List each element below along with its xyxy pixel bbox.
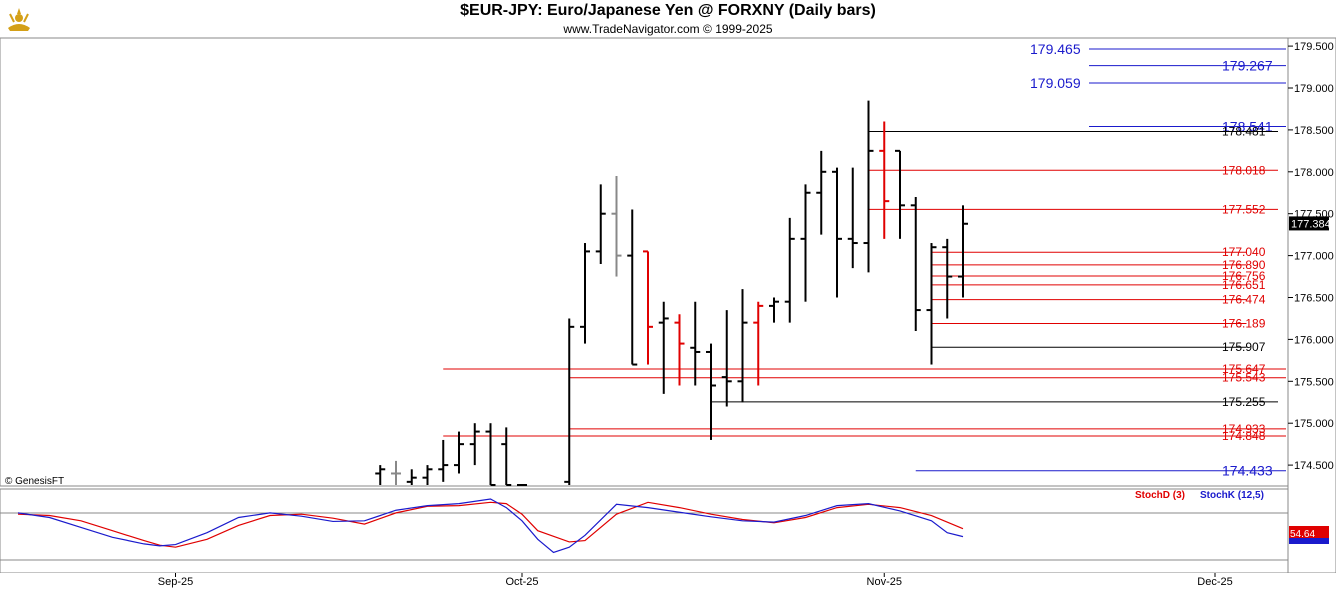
price-bar (643, 250, 653, 365)
level-label: 176.756 (1222, 269, 1266, 283)
last-price-label: 177.384 (1291, 218, 1331, 230)
price-bar (674, 314, 685, 386)
last-price-badge (1289, 216, 1329, 231)
price-bar (753, 301, 764, 386)
price-bar (627, 209, 638, 366)
stoch-last-badge-d (1289, 526, 1329, 538)
level-label: 178.541 (1222, 118, 1273, 134)
date-tick-label: Oct-25 (505, 576, 538, 588)
level-label: 174.848 (1222, 429, 1266, 443)
price-bar (769, 297, 779, 323)
price-bar (721, 310, 732, 407)
level-label: 176.474 (1222, 293, 1266, 307)
level-label: 177.552 (1222, 202, 1266, 216)
chart-title: $EUR-JPY: Euro/Japanese Yen @ FORXNY (Da… (460, 2, 876, 19)
price-tick-label: 178.000 (1294, 167, 1334, 179)
price-axis: 179.500179.000178.500178.000177.500177.0… (1288, 41, 1334, 472)
chart-subtitle: www.TradeNavigator.com © 1999-2025 (563, 22, 773, 36)
date-tick-label: Sep-25 (158, 576, 193, 588)
price-panel (0, 37, 1289, 487)
price-bar (658, 301, 669, 394)
level-label: 178.018 (1222, 163, 1266, 177)
level-label: 179.267 (1222, 58, 1273, 74)
price-bar (454, 431, 464, 474)
level-label: 174.933 (1222, 422, 1266, 436)
price-bar (863, 100, 874, 273)
price-bar (879, 121, 890, 239)
price-bar (832, 167, 842, 298)
price-tick-label: 177.000 (1294, 251, 1334, 263)
price-bar (438, 439, 449, 482)
level-label: 178.481 (1222, 124, 1266, 138)
chart-header: $EUR-JPY: Euro/Japanese Yen @ FORXNY (Da… (0, 0, 1336, 38)
price-tick-label: 179.500 (1294, 41, 1334, 53)
price-tick-label: 176.500 (1294, 293, 1334, 305)
price-tick-label: 179.000 (1294, 83, 1334, 95)
price-bar (595, 184, 606, 264)
price-bar (469, 423, 480, 466)
level-label: 175.647 (1222, 362, 1266, 376)
price-bar (816, 150, 827, 235)
chart-frame (0, 37, 1336, 574)
price-bar (485, 423, 496, 486)
stoch-d-legend: StochD (3) (1135, 490, 1185, 501)
price-bar (501, 427, 512, 486)
date-axis: Sep-25 Oct-25 Nov-25 Dec-25 (0, 573, 1336, 591)
price-tick-label: 175.500 (1294, 376, 1334, 388)
price-tick-label: 178.500 (1294, 125, 1334, 137)
stochastic-panel-frame (0, 488, 1289, 574)
price-bar (611, 175, 622, 277)
stoch-k-legend: StochK (12,5) (1200, 490, 1264, 501)
axis-panel (1287, 37, 1336, 574)
price-bars (375, 100, 968, 486)
level-label: 176.651 (1222, 278, 1266, 292)
price-bar (958, 205, 968, 298)
level-label: 175.255 (1222, 395, 1266, 409)
genesis-credit: © GenesisFT (5, 476, 64, 487)
level-label: 176.890 (1222, 258, 1266, 272)
stochastic-panel: StochD (3) StochK (12,5) 54.64 (0, 490, 1329, 561)
stoch-last-badge-k (1289, 538, 1329, 544)
price-bar (580, 243, 590, 344)
price-bar (564, 318, 575, 485)
price-bar (942, 238, 953, 319)
price-bar (784, 217, 795, 323)
price-bar (926, 243, 937, 365)
price-bar (737, 289, 748, 403)
trade-navigator-logo-icon (4, 4, 34, 34)
stoch-series-line (17, 498, 964, 554)
price-tick-label: 176.000 (1294, 334, 1334, 346)
price-bar (406, 469, 417, 485)
price-bar (391, 460, 401, 485)
level-label: 174.433 (1222, 463, 1273, 479)
price-bar (847, 167, 858, 269)
level-label: 179.465 (1030, 41, 1081, 57)
date-tick-label: Nov-25 (867, 576, 902, 588)
date-axis-bg (0, 573, 1336, 591)
level-label: 175.543 (1222, 371, 1266, 385)
price-bar (800, 184, 811, 302)
price-tick-label: 174.500 (1294, 460, 1334, 472)
price-bar (706, 343, 716, 440)
price-tick-label: 175.000 (1294, 418, 1334, 430)
price-bar (910, 196, 921, 332)
stoch-last-value: 54.64 (1290, 529, 1315, 540)
price-bar (375, 465, 386, 485)
level-label: 177.040 (1222, 245, 1266, 259)
level-label: 175.907 (1222, 340, 1266, 354)
price-bar (895, 149, 905, 239)
price-bar (690, 301, 701, 386)
level-label: 179.059 (1030, 75, 1081, 91)
date-tick-label: Dec-25 (1197, 576, 1232, 588)
level-label: 176.189 (1222, 317, 1266, 331)
price-bar (422, 465, 433, 485)
